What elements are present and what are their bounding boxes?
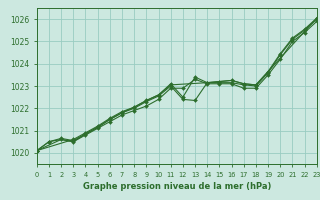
- X-axis label: Graphe pression niveau de la mer (hPa): Graphe pression niveau de la mer (hPa): [83, 182, 271, 191]
